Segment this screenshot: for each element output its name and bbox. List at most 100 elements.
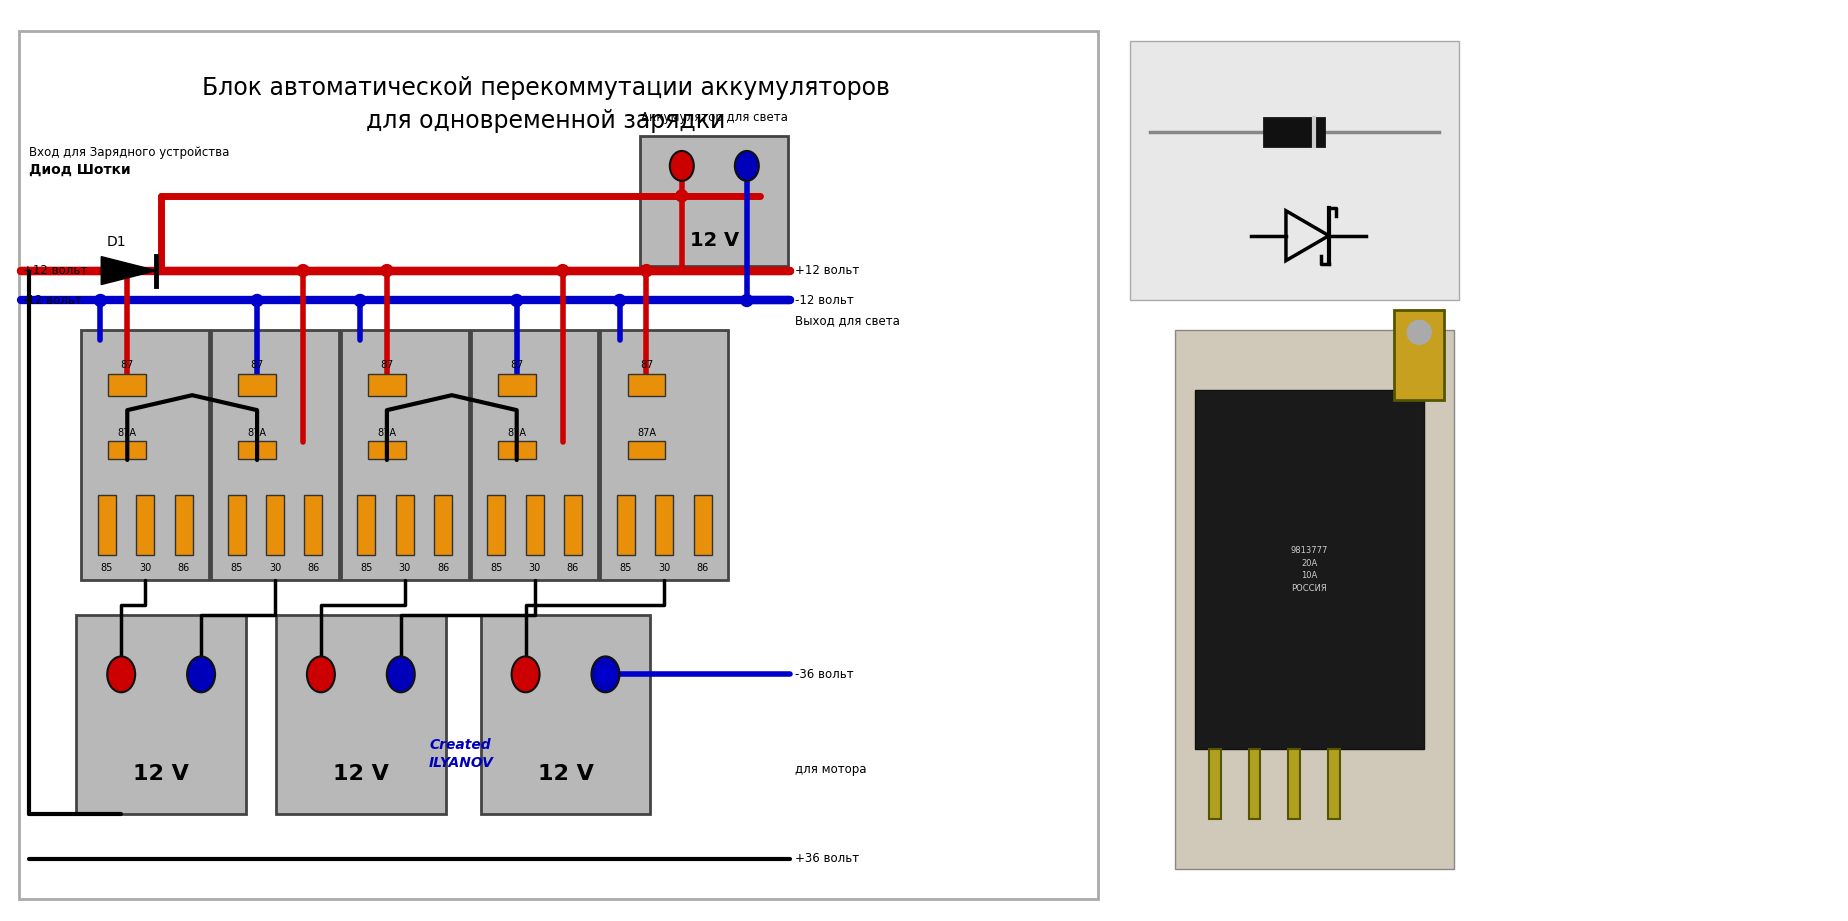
Text: -12 вольт: -12 вольт xyxy=(795,294,854,307)
Text: D1: D1 xyxy=(107,235,126,249)
FancyBboxPatch shape xyxy=(617,495,634,554)
Ellipse shape xyxy=(734,151,758,181)
Text: Created
ILYANOV: Created ILYANOV xyxy=(429,738,493,770)
FancyBboxPatch shape xyxy=(76,614,246,814)
Circle shape xyxy=(510,295,523,307)
FancyBboxPatch shape xyxy=(471,331,599,579)
FancyBboxPatch shape xyxy=(639,136,787,265)
Ellipse shape xyxy=(386,657,414,693)
Text: Аккумулятор для света: Аккумулятор для света xyxy=(641,111,787,124)
FancyBboxPatch shape xyxy=(1264,118,1323,146)
Circle shape xyxy=(122,264,133,276)
Circle shape xyxy=(353,295,366,307)
FancyBboxPatch shape xyxy=(1173,331,1453,869)
FancyBboxPatch shape xyxy=(1129,41,1458,300)
Ellipse shape xyxy=(187,657,214,693)
FancyBboxPatch shape xyxy=(497,374,536,396)
Text: 30: 30 xyxy=(658,563,671,573)
Text: 85: 85 xyxy=(619,563,632,573)
FancyBboxPatch shape xyxy=(211,331,338,579)
Text: 85: 85 xyxy=(360,563,373,573)
FancyBboxPatch shape xyxy=(238,374,275,396)
FancyBboxPatch shape xyxy=(109,374,146,396)
FancyBboxPatch shape xyxy=(98,495,116,554)
FancyBboxPatch shape xyxy=(626,374,665,396)
FancyBboxPatch shape xyxy=(266,495,285,554)
Circle shape xyxy=(298,264,309,276)
FancyBboxPatch shape xyxy=(601,331,728,579)
Text: 86: 86 xyxy=(177,563,190,573)
FancyBboxPatch shape xyxy=(654,495,673,554)
Text: 87A: 87A xyxy=(248,428,266,438)
FancyBboxPatch shape xyxy=(18,31,1098,899)
FancyBboxPatch shape xyxy=(1288,749,1299,819)
Text: 30: 30 xyxy=(399,563,410,573)
FancyBboxPatch shape xyxy=(275,614,445,814)
Text: 12 V: 12 V xyxy=(133,764,188,784)
Ellipse shape xyxy=(512,657,540,693)
FancyBboxPatch shape xyxy=(340,331,468,579)
Text: 87: 87 xyxy=(120,360,133,370)
Text: -12 вольт: -12 вольт xyxy=(24,294,81,307)
FancyBboxPatch shape xyxy=(174,495,192,554)
FancyBboxPatch shape xyxy=(480,614,650,814)
Text: 12 V: 12 V xyxy=(689,231,739,251)
FancyBboxPatch shape xyxy=(488,495,505,554)
Text: 86: 86 xyxy=(307,563,320,573)
Ellipse shape xyxy=(307,657,334,693)
Text: 85: 85 xyxy=(490,563,503,573)
Text: 87A: 87A xyxy=(377,428,395,438)
FancyBboxPatch shape xyxy=(1327,749,1340,819)
FancyBboxPatch shape xyxy=(357,495,375,554)
Text: 87: 87 xyxy=(639,360,652,370)
Text: 86: 86 xyxy=(436,563,449,573)
FancyBboxPatch shape xyxy=(238,441,275,459)
Text: Выход для света: Выход для света xyxy=(795,314,900,327)
FancyBboxPatch shape xyxy=(137,495,153,554)
Text: 9813777
20A
10A
РОССИЯ: 9813777 20A 10A РОССИЯ xyxy=(1290,546,1327,593)
FancyBboxPatch shape xyxy=(564,495,582,554)
Text: 85: 85 xyxy=(100,563,113,573)
Text: 87: 87 xyxy=(510,360,523,370)
Text: 87: 87 xyxy=(249,360,264,370)
Text: +12 вольт: +12 вольт xyxy=(24,264,87,277)
Text: Блок автоматической перекоммутации аккумуляторов: Блок автоматической перекоммутации аккум… xyxy=(201,76,889,100)
FancyBboxPatch shape xyxy=(626,441,665,459)
Circle shape xyxy=(556,264,569,276)
Text: Вход для Зарядного устройства: Вход для Зарядного устройства xyxy=(30,146,229,159)
Text: 30: 30 xyxy=(268,563,281,573)
Text: -36 вольт: -36 вольт xyxy=(795,668,854,681)
FancyBboxPatch shape xyxy=(1194,391,1423,749)
Circle shape xyxy=(614,295,625,307)
Text: 87: 87 xyxy=(381,360,394,370)
FancyBboxPatch shape xyxy=(693,495,711,554)
Text: 87A: 87A xyxy=(506,428,527,438)
Polygon shape xyxy=(102,257,155,285)
FancyBboxPatch shape xyxy=(434,495,453,554)
Text: для мотора: для мотора xyxy=(795,763,867,775)
Text: 86: 86 xyxy=(567,563,578,573)
Ellipse shape xyxy=(669,151,693,181)
Text: для одновременной зарядки: для одновременной зарядки xyxy=(366,109,724,133)
Text: 87A: 87A xyxy=(118,428,137,438)
Circle shape xyxy=(639,264,652,276)
Circle shape xyxy=(381,264,392,276)
Ellipse shape xyxy=(591,657,619,693)
Circle shape xyxy=(251,295,262,307)
FancyBboxPatch shape xyxy=(368,374,407,396)
FancyBboxPatch shape xyxy=(227,495,246,554)
Text: 12 V: 12 V xyxy=(538,764,593,784)
Text: 30: 30 xyxy=(529,563,540,573)
Ellipse shape xyxy=(107,657,135,693)
Text: 30: 30 xyxy=(139,563,152,573)
FancyBboxPatch shape xyxy=(525,495,543,554)
FancyBboxPatch shape xyxy=(81,331,209,579)
Text: 12 V: 12 V xyxy=(333,764,388,784)
Text: 86: 86 xyxy=(697,563,708,573)
Text: 87A: 87A xyxy=(638,428,656,438)
FancyBboxPatch shape xyxy=(1393,310,1443,401)
Text: 85: 85 xyxy=(231,563,242,573)
FancyBboxPatch shape xyxy=(497,441,536,459)
Circle shape xyxy=(94,295,107,307)
FancyBboxPatch shape xyxy=(368,441,407,459)
